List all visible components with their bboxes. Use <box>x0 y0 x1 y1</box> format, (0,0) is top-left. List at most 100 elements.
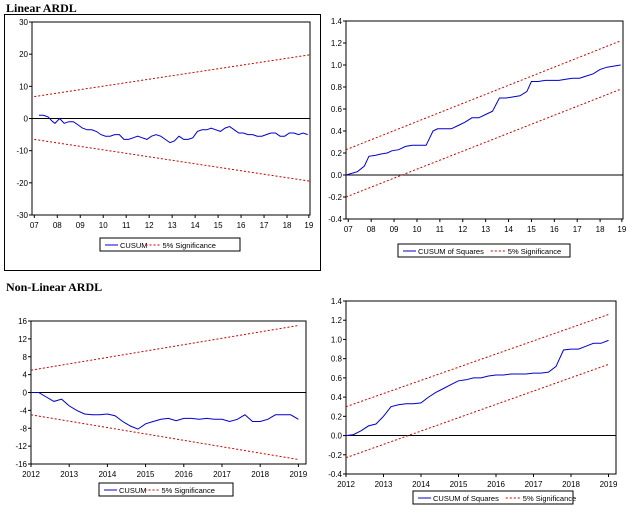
y-tick-label: 0.8 <box>331 83 343 92</box>
y-tick-label: 1.4 <box>331 297 343 306</box>
x-tick-label: 18 <box>596 225 605 234</box>
y-tick-label: 12 <box>18 335 27 344</box>
linear-cusum-plot: -30 -20 -10 0 10 20 30 07 08 09 10 11 12 13 14 15 16 17 18… <box>16 18 314 252</box>
legend-box <box>397 243 571 258</box>
y-tick-label: -12 <box>15 442 27 451</box>
x-tick-label: 11 <box>122 221 131 230</box>
y-tick-label: -0.2 <box>328 193 342 202</box>
legend-label-series: CUSUM <box>120 241 148 250</box>
nonlinear-ardl-title: Non-Linear ARDL <box>6 280 103 294</box>
y-tick-label: -8 <box>20 424 28 433</box>
y-tick-label: 10 <box>19 82 28 91</box>
lower-bound-line <box>30 414 299 460</box>
nonlinear-cusum-chart: -16 -12 -8 -4 0 4 8 12 16 2012 2013 2014 2015 2016 201… <box>4 294 319 509</box>
y-tick-label: 0.6 <box>331 374 343 383</box>
x-tick-label: 2018 <box>251 470 269 479</box>
x-tick-label: 2015 <box>137 470 155 479</box>
series-line <box>345 64 621 176</box>
y-tick-label: -0.4 <box>328 215 342 224</box>
y-tick-label: 0.4 <box>331 393 343 402</box>
x-tick-label: 07 <box>30 221 39 230</box>
x-tick-label: 16 <box>550 225 559 234</box>
x-tick-label: 07 <box>344 225 353 234</box>
x-tick-label: 17 <box>573 225 582 234</box>
upper-bound-line <box>34 54 311 98</box>
linear-ardl-title: Linear ARDL <box>6 1 77 15</box>
x-tick-label: 2017 <box>213 470 231 479</box>
y-tick-label: 0.6 <box>331 105 343 114</box>
y-tick-label: -20 <box>16 179 28 188</box>
x-tick-label: 10 <box>413 225 422 234</box>
x-tick-label: 13 <box>168 221 177 230</box>
y-tick-label: 1.2 <box>331 316 343 325</box>
lower-bound-line <box>345 88 621 198</box>
nonlinear-cusumsq-plot: -0.4 -0.2 0.0 0.2 0.4 0.6 0.8 1.0 1.2 1.4 2012 2013… <box>328 297 618 505</box>
legend-box <box>98 482 234 497</box>
nonlinear-cusum-plot: -16 -12 -8 -4 0 4 8 12 16 2012 2013 2014 2015 2016 201… <box>15 317 308 497</box>
plot-frame <box>345 300 617 475</box>
x-tick-label: 2014 <box>412 480 430 489</box>
y-tick-label: 1.0 <box>331 61 343 70</box>
y-tick-label: 0.8 <box>331 355 343 364</box>
x-tick-label: 12 <box>458 225 467 234</box>
x-tick-label: 2019 <box>289 470 307 479</box>
y-tick-label: 1.4 <box>331 17 343 26</box>
plot-frame <box>345 20 624 220</box>
legend-label-bounds: 5% Significance <box>162 486 215 495</box>
y-tick-label: 0.2 <box>331 149 343 158</box>
legend-label-bounds: 5% Significance <box>523 494 576 503</box>
x-tick-label: 12 <box>145 221 154 230</box>
x-tick-label: 13 <box>481 225 490 234</box>
lower-bound-line <box>34 138 311 182</box>
y-tick-label: 20 <box>19 50 28 59</box>
nonlinear-cusumsq-chart: -0.4 -0.2 0.0 0.2 0.4 0.6 0.8 1.0 1.2 1.4 2012 2013… <box>326 294 643 517</box>
y-tick-label: 0.0 <box>331 432 343 441</box>
x-tick-label: 15 <box>214 221 223 230</box>
y-tick-label: 0 <box>23 389 28 398</box>
x-tick-label: 10 <box>99 221 108 230</box>
legend-label-series: CUSUM of Squares <box>418 247 484 256</box>
x-tick-label: 19 <box>304 221 313 230</box>
x-tick-label: 08 <box>367 225 376 234</box>
linear-cusumsq-plot: -0.4 -0.2 0.0 0.2 0.4 0.6 0.8 1.0 1.2 1.4 07 08 09 10… <box>328 17 627 258</box>
y-tick-label: 4 <box>23 371 28 380</box>
legend-label-series: CUSUM <box>119 486 147 495</box>
y-tick-label: 1.0 <box>331 335 343 344</box>
y-tick-label: 0.4 <box>331 127 343 136</box>
y-tick-label: 0 <box>24 115 29 124</box>
linear-cusum-chart: -30 -20 -10 0 10 20 30 07 08 09 10 11 12 13 14 15 16 17 18… <box>4 14 321 271</box>
y-tick-label: 1.2 <box>331 39 343 48</box>
x-tick-label: 2013 <box>60 470 78 479</box>
x-tick-label: 09 <box>390 225 399 234</box>
lower-bound-line <box>345 363 609 459</box>
y-tick-label: -16 <box>15 460 27 469</box>
upper-bound-line <box>345 314 609 408</box>
y-tick-label: 0.2 <box>331 412 343 421</box>
y-tick-label: 0.0 <box>331 171 343 180</box>
y-tick-label: 8 <box>23 353 28 362</box>
linear-cusumsq-chart: -0.4 -0.2 0.0 0.2 0.4 0.6 0.8 1.0 1.2 1.4 07 08 09 10… <box>326 14 643 269</box>
upper-bound-line <box>345 40 621 151</box>
x-tick-label: 09 <box>76 221 85 230</box>
x-tick-label: 2012 <box>337 480 355 489</box>
x-tick-label: 16 <box>237 221 246 230</box>
x-tick-label: 2016 <box>487 480 505 489</box>
x-tick-label: 2012 <box>22 470 40 479</box>
y-tick-label: -30 <box>16 211 28 220</box>
legend-label-series: CUSUM of Squares <box>433 494 499 503</box>
x-tick-label: 11 <box>436 225 445 234</box>
y-tick-label: 16 <box>18 317 27 326</box>
x-tick-label: 2015 <box>450 480 468 489</box>
x-tick-label: 15 <box>527 225 536 234</box>
y-tick-label: -0.4 <box>328 470 342 479</box>
y-tick-label: -10 <box>16 147 28 156</box>
x-tick-label: 14 <box>504 225 513 234</box>
series-line <box>345 339 609 437</box>
y-tick-label: -0.2 <box>328 451 342 460</box>
upper-bound-line <box>30 325 299 371</box>
x-tick-label: 2013 <box>375 480 393 489</box>
legend-box <box>412 490 574 505</box>
x-tick-label: 14 <box>191 221 200 230</box>
legend-label-bounds: 5% Significance <box>508 247 561 256</box>
legend-label-bounds: 5% Significance <box>163 241 216 250</box>
